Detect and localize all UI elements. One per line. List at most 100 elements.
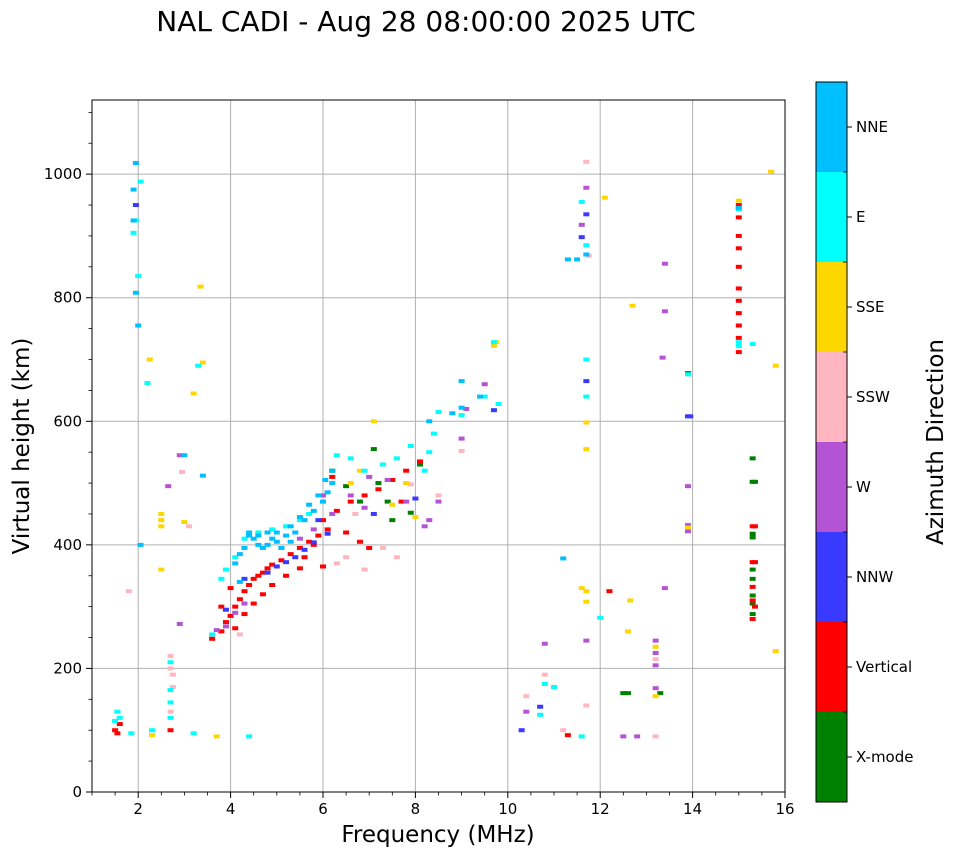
data-point-nne bbox=[273, 530, 280, 535]
data-point-ssw bbox=[169, 684, 176, 689]
data-point-ssw bbox=[560, 728, 567, 733]
data-point-vertical bbox=[751, 604, 758, 609]
data-point-nnw bbox=[583, 212, 590, 217]
data-point-nne bbox=[264, 530, 271, 535]
data-point-nne bbox=[574, 257, 581, 262]
data-point-sse bbox=[158, 518, 165, 523]
data-point-vertical bbox=[343, 530, 350, 535]
data-point-nne bbox=[181, 453, 188, 458]
data-point-vertical bbox=[403, 468, 410, 473]
data-point-vertical bbox=[735, 203, 742, 208]
data-point-vertical bbox=[269, 583, 276, 588]
data-point-vertical bbox=[735, 264, 742, 269]
data-point-w bbox=[435, 499, 442, 504]
data-point-sse bbox=[583, 589, 590, 594]
data-point-x-mode bbox=[384, 499, 391, 504]
colorbar-swatch bbox=[816, 712, 847, 802]
data-point-nnw bbox=[264, 570, 271, 575]
data-point-e bbox=[583, 357, 590, 362]
data-point-x-mode bbox=[343, 484, 350, 489]
data-point-e bbox=[112, 718, 119, 723]
data-point-vertical bbox=[278, 558, 285, 563]
data-point-nnw bbox=[370, 511, 377, 516]
data-point-w bbox=[659, 355, 666, 360]
data-point-e bbox=[361, 468, 368, 473]
data-point-vertical bbox=[361, 493, 368, 498]
data-point-e bbox=[749, 342, 756, 347]
data-point-vertical bbox=[735, 335, 742, 340]
data-point-sse bbox=[389, 502, 396, 507]
data-point-sse bbox=[403, 481, 410, 486]
x-tick-label: 14 bbox=[683, 800, 702, 818]
data-point-e bbox=[735, 340, 742, 345]
data-point-vertical bbox=[735, 246, 742, 251]
data-point-w bbox=[463, 406, 470, 411]
data-point-e bbox=[137, 179, 144, 184]
data-point-e bbox=[551, 684, 557, 689]
data-point-w bbox=[426, 518, 433, 523]
data-point-ssw bbox=[393, 555, 400, 560]
data-point-e bbox=[490, 340, 497, 345]
data-point-vertical bbox=[366, 545, 373, 550]
data-point-ssw bbox=[125, 589, 132, 594]
x-tick-label: 8 bbox=[411, 800, 421, 818]
data-point-e bbox=[283, 524, 290, 529]
data-point-nne bbox=[292, 530, 299, 535]
data-point-nnw bbox=[687, 414, 694, 419]
data-point-w bbox=[583, 185, 590, 190]
data-point-x-mode bbox=[749, 535, 756, 540]
data-point-nnw bbox=[324, 531, 331, 536]
data-point-nne bbox=[255, 533, 262, 538]
data-point-x-mode bbox=[749, 593, 756, 598]
data-point-sse bbox=[190, 391, 197, 396]
data-point-vertical bbox=[749, 617, 756, 621]
data-point-e bbox=[380, 462, 387, 467]
data-point-w bbox=[661, 261, 668, 266]
data-point-w bbox=[296, 536, 303, 541]
data-point-e bbox=[578, 199, 585, 204]
data-point-nne bbox=[232, 561, 239, 566]
data-point-ssw bbox=[343, 555, 350, 560]
data-point-sse bbox=[624, 629, 631, 634]
data-point-ssw bbox=[435, 493, 442, 498]
data-point-w bbox=[361, 505, 368, 510]
data-point-vertical bbox=[222, 620, 229, 625]
data-point-vertical bbox=[735, 311, 742, 316]
data-point-vertical bbox=[232, 626, 239, 631]
data-point-sse bbox=[629, 303, 636, 308]
data-point-vertical bbox=[283, 573, 290, 578]
data-point-w bbox=[176, 621, 183, 626]
colorbar-tick-label: SSE bbox=[856, 298, 885, 316]
data-point-nne bbox=[137, 542, 144, 547]
data-point-nnw bbox=[132, 203, 139, 208]
plot-frame bbox=[91, 99, 786, 793]
data-point-ssw bbox=[236, 632, 243, 637]
data-point-nnw bbox=[315, 518, 322, 523]
colorbar-swatch bbox=[816, 622, 847, 712]
x-tick-label: 4 bbox=[226, 800, 236, 818]
data-point-e bbox=[597, 615, 604, 620]
data-point-x-mode bbox=[749, 567, 756, 572]
data-point-x-mode bbox=[356, 499, 363, 504]
data-point-e bbox=[130, 230, 137, 235]
y-tick-label: 400 bbox=[53, 536, 82, 554]
data-point-nne bbox=[458, 379, 465, 384]
data-point-vertical bbox=[241, 612, 248, 617]
data-point-sse bbox=[347, 481, 354, 486]
data-point-nnw bbox=[578, 235, 585, 240]
data-point-nne bbox=[306, 502, 313, 507]
data-point-sse bbox=[684, 525, 691, 530]
data-point-nnw bbox=[537, 704, 544, 709]
data-point-e bbox=[128, 731, 135, 736]
data-point-nne bbox=[132, 161, 139, 166]
data-point-nne bbox=[283, 533, 290, 538]
data-point-vertical bbox=[751, 560, 758, 565]
data-point-w bbox=[620, 734, 627, 739]
data-point-sse bbox=[412, 515, 419, 520]
data-point-nne bbox=[322, 477, 329, 482]
data-point-nne bbox=[241, 545, 248, 550]
data-point-sse bbox=[772, 363, 779, 368]
x-tick-label: 6 bbox=[318, 800, 328, 818]
data-point-e bbox=[306, 511, 313, 516]
